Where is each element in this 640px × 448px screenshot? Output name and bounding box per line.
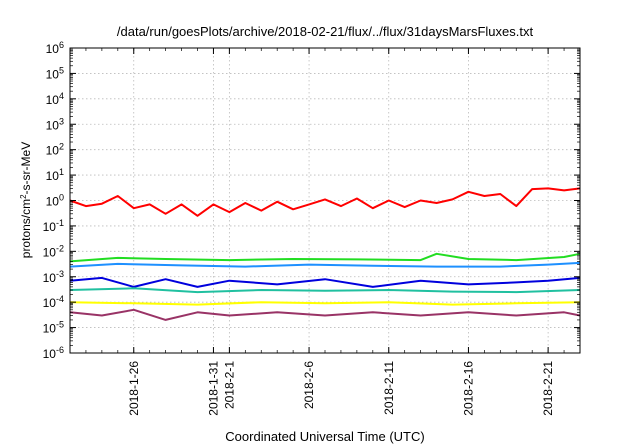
- y-tick-label: 105: [46, 65, 64, 81]
- x-tick-label: 2018-1-26: [127, 361, 141, 416]
- x-tick-label: 2018-2-16: [461, 361, 475, 416]
- chart-title: /data/run/goesPlots/archive/2018-02-21/f…: [117, 24, 534, 39]
- x-tick-label: 2018-2-21: [541, 361, 555, 416]
- x-tick-label: 2018-2-6: [302, 361, 316, 409]
- y-axis-label-suffix: -s-sr-MeV: [19, 142, 33, 195]
- series-line-4: [69, 276, 581, 288]
- y-tick-label: 10-2: [43, 243, 64, 259]
- x-tick-label: 2018-2-1: [222, 361, 236, 409]
- series-lines: [69, 187, 581, 321]
- y-tick-label: 102: [46, 142, 64, 158]
- grid-lines: [70, 48, 580, 353]
- y-tick-label: 10-3: [43, 269, 64, 285]
- y-tick-label: 100: [46, 193, 64, 209]
- series-line-3: [69, 261, 581, 268]
- y-tick-label: 10-1: [43, 218, 64, 234]
- y-tick-label: 106: [46, 40, 64, 56]
- y-axis-label: protons/cm2-s-sr-MeV: [19, 142, 34, 258]
- series-line-5: [69, 287, 581, 294]
- series-line-6: [69, 301, 581, 306]
- series-line-2: [69, 252, 581, 263]
- y-tick-label: 10-5: [43, 320, 64, 336]
- x-tick-label: 2018-2-11: [382, 361, 396, 415]
- y-axis-label-unit: protons/cm: [19, 199, 33, 258]
- y-tick-label: 10-6: [43, 345, 64, 361]
- y-axis-label-exponent: 2: [19, 194, 28, 199]
- y-tick-label: 101: [46, 167, 64, 183]
- y-tick-label: 104: [46, 91, 64, 107]
- y-tick-label: 10-4: [43, 294, 64, 310]
- axis-ticks: 10-6 10-5 10-4 10-3 10-2 10-1 100 101 102 103 104 1…: [43, 40, 581, 416]
- x-axis-label: Coordinated Universal Time (UTC): [225, 429, 424, 444]
- series-line-1: [69, 187, 581, 217]
- x-tick-label: 2018-1-31: [206, 361, 220, 416]
- series-line-7: [69, 308, 581, 321]
- y-tick-label: 103: [46, 116, 64, 132]
